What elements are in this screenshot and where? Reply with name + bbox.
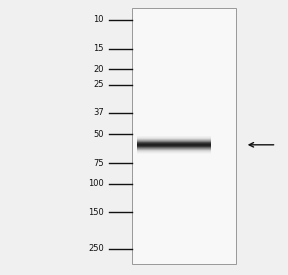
Bar [137, 148, 211, 149]
Bar [137, 147, 211, 148]
Bar [137, 139, 211, 140]
Text: 25: 25 [93, 81, 104, 89]
Bar [137, 148, 211, 149]
Bar [137, 150, 211, 151]
Text: 250: 250 [88, 244, 104, 253]
Bar [137, 142, 211, 143]
Bar [137, 151, 211, 152]
Bar [137, 136, 211, 137]
Bar [137, 138, 211, 139]
Text: 75: 75 [93, 159, 104, 167]
Text: 37: 37 [93, 108, 104, 117]
Bar [137, 146, 211, 147]
Text: 20: 20 [93, 65, 104, 74]
Text: 100: 100 [88, 179, 104, 188]
Bar [137, 153, 211, 154]
Text: 15: 15 [93, 44, 104, 53]
Text: 50: 50 [93, 130, 104, 139]
Bar [137, 140, 211, 141]
Bar [137, 143, 211, 144]
Bar [137, 137, 211, 138]
Bar [137, 152, 211, 153]
Bar [132, 8, 236, 264]
Bar [137, 145, 211, 146]
Bar [137, 149, 211, 150]
Bar [137, 141, 211, 142]
Text: 10: 10 [93, 15, 104, 24]
Text: 150: 150 [88, 208, 104, 217]
